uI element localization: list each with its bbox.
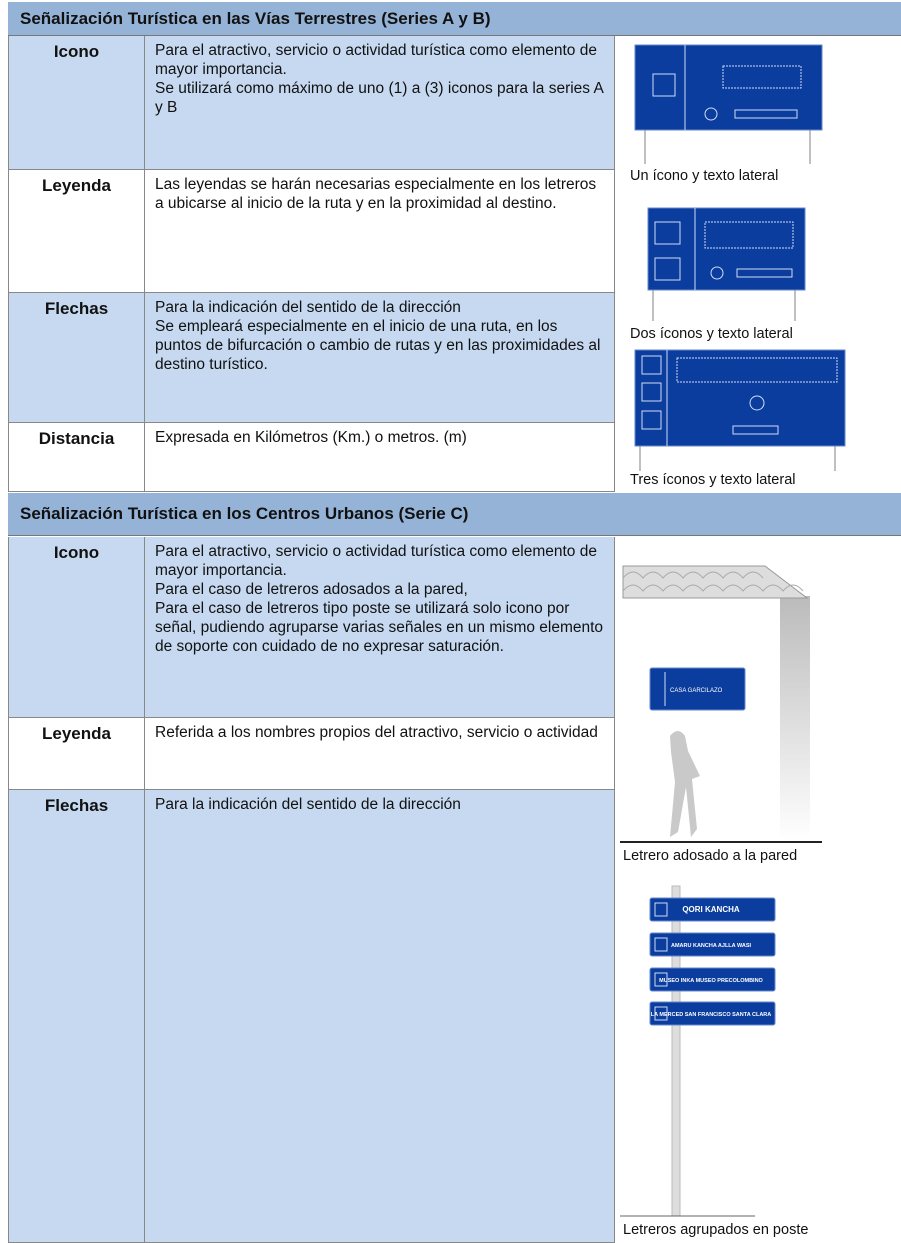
row-label: Leyenda [8,718,145,790]
sign-label: AMARU KANCHA AJLLA WASI [671,943,752,949]
sign-label: LA MERCED SAN FRANCISCO SANTA CLARA [651,1012,772,1018]
sign-label: CASA GARCILAZO [670,688,723,694]
figure-caption: Letreros agrupados en poste [623,1222,808,1238]
sign-icon [654,972,668,987]
figure-caption: Dos íconos y texto lateral [630,326,793,342]
row-label: Leyenda [8,170,145,293]
line: Para el atractivo, servicio o actividad … [155,543,597,579]
line: Referida a los nombres propios del atrac… [155,724,598,741]
line: Expresada en Kilómetros (Km.) o metros. … [155,429,467,446]
pole-sign [649,897,776,922]
row-label: Icono [8,537,145,718]
row-text: Para el atractivo, servicio o actividad … [145,537,615,718]
sign-icon [654,937,668,952]
line: Para el caso de letreros tipo poste se u… [155,600,604,655]
row-label: Flechas [8,293,145,423]
sign-label: MUSEO INKA MUSEO PRECOLOMBINO [659,978,763,984]
figure-caption: Tres íconos y texto lateral [630,472,795,488]
row-text: Para el atractivo, servicio o actividad … [145,36,615,170]
section-title: Señalización Turística en las Vías Terre… [8,2,901,36]
row-text: Expresada en Kilómetros (Km.) o metros. … [145,423,615,492]
row-text: Referida a los nombres propios del atrac… [145,718,615,790]
section-title: Señalización Turística en los Centros Ur… [8,493,901,536]
sign-icon [654,1006,668,1021]
figure-caption: Letrero adosado a la pared [623,848,797,864]
sign-icon [654,902,668,917]
line: Para el atractivo, servicio o actividad … [155,42,597,78]
row-text: Las leyendas se harán necesarias especia… [145,170,615,293]
line: Se empleará especialmente en el inicio d… [155,318,601,373]
figures-series-c: CASA GARCILAZO Letrero adosado a la pare… [620,565,822,1238]
row-text: Para la indicación del sentido de la dir… [145,293,615,423]
pole-sign [649,967,776,992]
row-text: Para la indicación del sentido de la dir… [145,790,615,1243]
row-label: Flechas [8,790,145,1243]
sign-label: QORI KANCHA [682,905,740,914]
line: Para la indicación del sentido de la dir… [155,796,461,813]
row-label: Distancia [8,423,145,492]
figures-series-ab: Un ícono y texto lateral Dos íconos y te… [630,44,846,488]
pole-sign [649,1001,776,1026]
pole-sign [649,932,776,957]
row-label: Icono [8,36,145,170]
line: Para el caso de letreros adosados a la p… [155,581,468,598]
line: Para la indicación del sentido de la dir… [155,299,461,316]
figure-caption: Un ícono y texto lateral [630,168,778,184]
line: Las leyendas se harán necesarias especia… [155,176,597,212]
line: Se utilizará como máximo de uno (1) a (3… [155,80,603,116]
